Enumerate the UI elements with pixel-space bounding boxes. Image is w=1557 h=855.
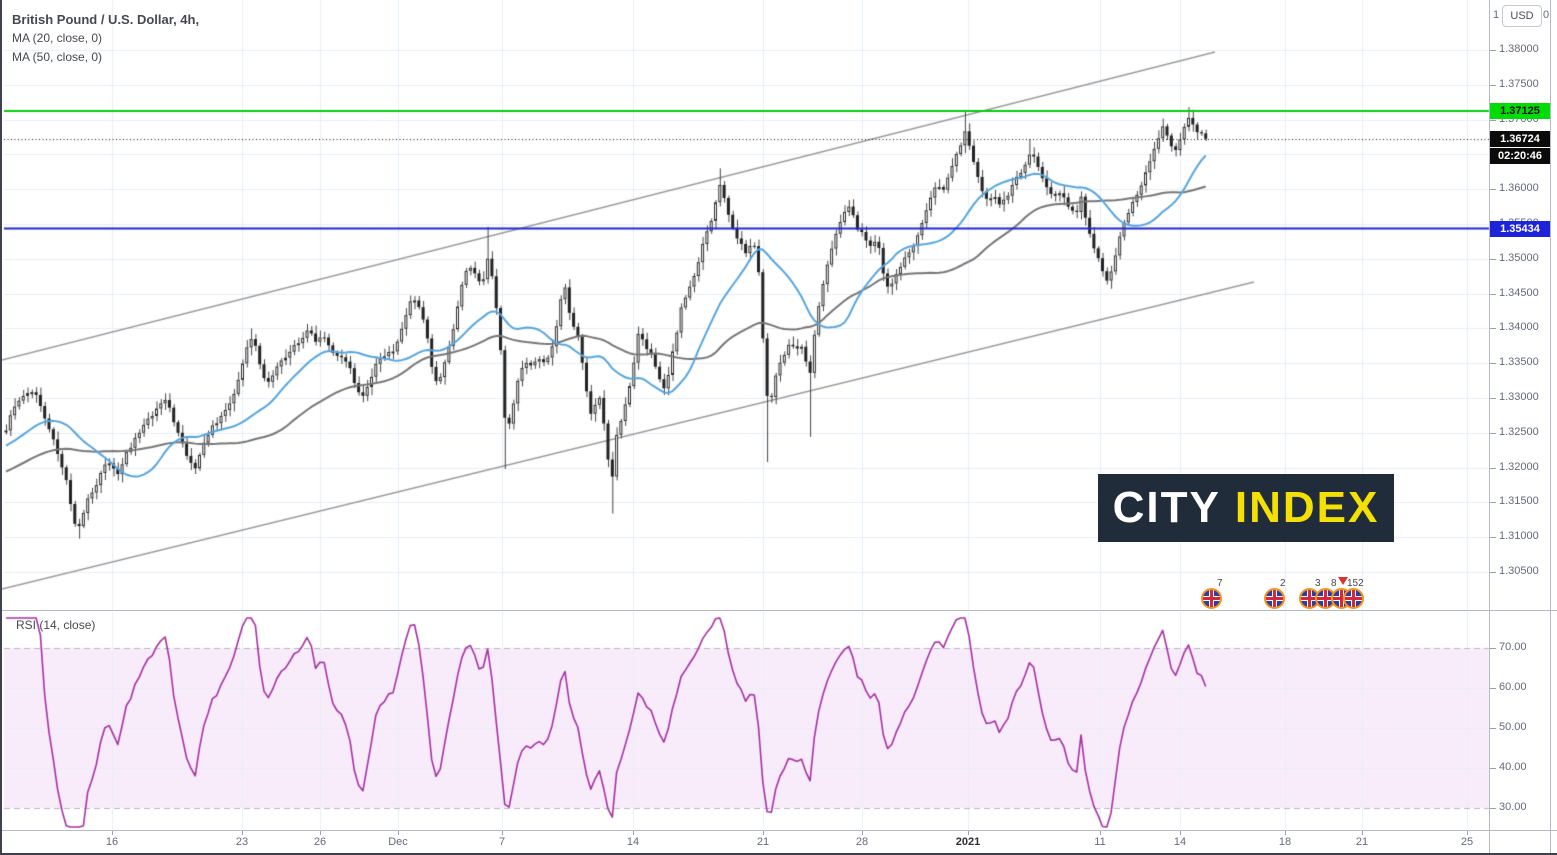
- rsi-legend[interactable]: RSI (14, close): [16, 618, 96, 632]
- time-axis-tick: [763, 831, 764, 835]
- price-axis-tick: [1490, 50, 1496, 51]
- price-axis-label: 1.31000: [1499, 530, 1539, 543]
- time-axis-tick: [1467, 831, 1468, 835]
- event-count-badge: 3: [1315, 578, 1321, 589]
- chart-legend: British Pound / U.S. Dollar, 4h, MA (20,…: [12, 10, 199, 67]
- rsi-axis-label: 40.00: [1499, 761, 1527, 773]
- price-axis-label: 1.34000: [1499, 321, 1539, 334]
- time-axis-label: 23: [235, 836, 249, 848]
- price-axis-label: 1.31500: [1499, 495, 1539, 508]
- right-edge-divider: [1550, 0, 1551, 853]
- time-axis-label: 26: [313, 836, 327, 848]
- price-axis-tick: [1490, 468, 1496, 469]
- time-axis-label: 2021: [955, 836, 981, 848]
- time-axis-label: 28: [855, 836, 869, 848]
- time-axis-divider: [2, 830, 1557, 831]
- uk-flag-event-icon[interactable]: [1343, 588, 1364, 609]
- time-axis-tick: [1180, 831, 1181, 835]
- time-axis-label: 25: [1460, 836, 1474, 848]
- price-axis-label: 1.34500: [1499, 286, 1539, 299]
- bar-countdown-tag: 02:20:46: [1490, 147, 1550, 164]
- time-axis-label: Dec: [388, 836, 408, 848]
- price-axis-tick: [1490, 85, 1496, 86]
- last-price-tag: 1.36724: [1490, 130, 1550, 147]
- time-axis-label: 21: [756, 836, 770, 848]
- price-axis-label: 1.37500: [1499, 77, 1539, 90]
- event-count-badge: 152: [1347, 578, 1364, 589]
- price-axis-tick: [1490, 294, 1496, 295]
- axis-top-price-fragment-left: 1: [1493, 9, 1500, 21]
- time-axis-tick: [1285, 831, 1286, 835]
- price-axis-label: 1.32500: [1499, 425, 1539, 438]
- rsi-axis-label: 70.00: [1499, 641, 1527, 653]
- ma50-legend[interactable]: MA (50, close, 0): [12, 50, 103, 64]
- price-axis-tick: [1490, 572, 1496, 573]
- price-axis-label: 1.36000: [1499, 182, 1539, 195]
- time-axis-label: 14: [626, 836, 640, 848]
- time-axis-label: 14: [1173, 836, 1187, 848]
- price-axis-tick: [1490, 259, 1496, 260]
- price-axis-divider: [1489, 0, 1490, 853]
- price-axis-label: 1.30500: [1499, 565, 1539, 577]
- time-axis-label: 18: [1278, 836, 1292, 848]
- price-axis-tick: [1490, 120, 1496, 121]
- price-axis-tick: [1490, 328, 1496, 329]
- uk-flag-event-icon[interactable]: [1201, 588, 1222, 609]
- uk-flag-event-icon[interactable]: [1315, 588, 1336, 609]
- time-axis-tick: [320, 831, 321, 835]
- time-axis-label: 7: [498, 836, 506, 848]
- event-count-badge: 8: [1331, 578, 1337, 589]
- event-count-badge: 7: [1217, 578, 1223, 589]
- rsi-axis-tick: [1490, 808, 1496, 809]
- event-marker-triangle-icon: [1338, 577, 1348, 585]
- price-axis-tick: [1490, 363, 1496, 364]
- axis-top-price-fragment-right: 0: [1543, 9, 1550, 21]
- time-axis-tick: [633, 831, 634, 835]
- time-axis-label: 11: [1094, 836, 1106, 848]
- rsi-axis-tick: [1490, 688, 1496, 689]
- time-axis-tick: [242, 831, 243, 835]
- price-axis-tick: [1490, 537, 1496, 538]
- logo-word-index: INDEX: [1234, 483, 1380, 532]
- time-axis-tick: [1100, 831, 1101, 835]
- alert-price-tag: 1.37125: [1490, 102, 1550, 119]
- rsi-axis-tick: [1490, 768, 1496, 769]
- time-axis-tick: [968, 831, 969, 835]
- rsi-axis-tick: [1490, 648, 1496, 649]
- uk-flag-event-icon[interactable]: [1264, 588, 1285, 609]
- logo-word-city: CITY: [1112, 483, 1221, 532]
- price-axis-label: 1.33500: [1499, 356, 1539, 369]
- time-axis-tick: [862, 831, 863, 835]
- price-axis-label: 1.32000: [1499, 460, 1539, 473]
- price-axis-tick: [1490, 433, 1496, 434]
- price-axis-tick: [1490, 502, 1496, 503]
- ma20-legend[interactable]: MA (20, close, 0): [12, 31, 103, 45]
- rsi-axis-tick: [1490, 728, 1496, 729]
- rsi-axis-label: 60.00: [1499, 681, 1527, 693]
- support-price-tag: 1.35434: [1490, 220, 1550, 237]
- rsi-axis-label: 30.00: [1499, 801, 1527, 813]
- symbol-title[interactable]: British Pound / U.S. Dollar, 4h,: [12, 12, 200, 27]
- rsi-axis-label: 50.00: [1499, 721, 1527, 733]
- price-axis-tick: [1490, 189, 1496, 190]
- currency-toggle-button[interactable]: USD: [1502, 5, 1542, 27]
- time-axis-label: 16: [105, 836, 119, 848]
- event-count-badge: 2: [1280, 578, 1286, 589]
- time-axis-tick: [502, 831, 503, 835]
- time-axis-tick: [112, 831, 113, 835]
- pane-divider[interactable]: [2, 610, 1557, 611]
- price-axis-label: 1.38000: [1499, 43, 1539, 55]
- time-axis-tick: [1362, 831, 1363, 835]
- price-axis-label: 1.33000: [1499, 391, 1539, 403]
- city-index-logo: CITY INDEX: [1098, 474, 1394, 542]
- time-axis-label: 21: [1355, 836, 1369, 848]
- time-axis-tick: [398, 831, 399, 835]
- price-axis-label: 1.35000: [1499, 251, 1539, 264]
- price-axis-tick: [1490, 398, 1496, 399]
